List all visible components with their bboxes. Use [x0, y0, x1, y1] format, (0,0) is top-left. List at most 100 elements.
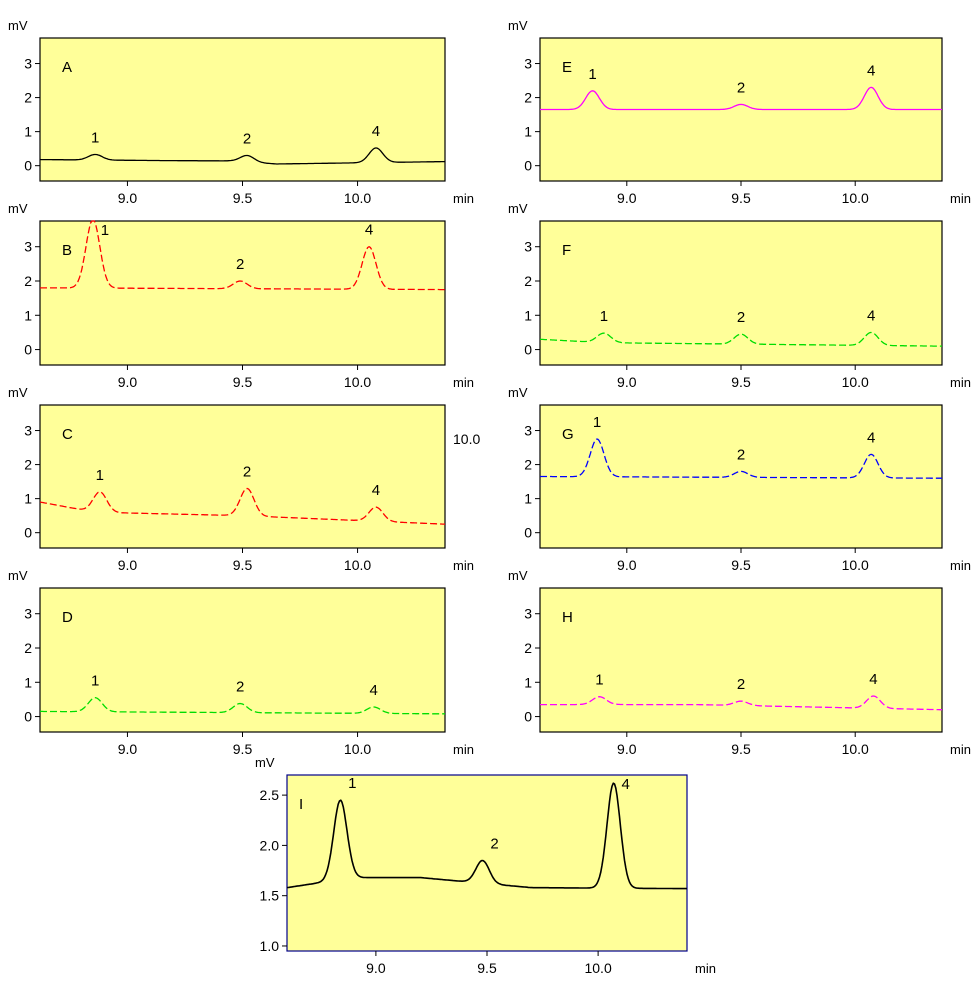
panel-b-ytick-label: 0 — [24, 342, 32, 358]
panel-f-peak-label: 4 — [867, 307, 875, 324]
panel-c-ylabel: mV — [8, 385, 28, 400]
panel-h-peak-label: 4 — [869, 671, 877, 688]
panel-g-ytick-label: 0 — [524, 525, 532, 541]
panel-e-letter: E — [562, 59, 572, 76]
panel-h-xtick-label: 9.0 — [617, 741, 637, 757]
panel-i-xtick-label: 9.5 — [477, 960, 497, 976]
panel-b-xtick-label: 9.5 — [233, 374, 253, 390]
panel-e-trace — [540, 86, 942, 111]
panel-f-ytick-label: 3 — [524, 239, 532, 255]
panel-c-xlabel: min — [453, 558, 474, 573]
panel-a-ytick-label: 3 — [24, 56, 32, 72]
panel-g-ytick-label: 2 — [524, 457, 532, 473]
panel-b-ytick-label: 1 — [24, 307, 32, 323]
panel-d-ytick-label: 1 — [24, 674, 32, 690]
panel-e-xtick-label: 9.5 — [731, 190, 751, 206]
panel-c-ytick-label: 2 — [24, 457, 32, 473]
panel-d-xtick-label: 9.5 — [233, 741, 253, 757]
panel-e-peak-label: 1 — [588, 66, 596, 83]
panel-f-xlabel: min — [950, 375, 971, 390]
panel-a-peak-label: 1 — [91, 129, 99, 146]
panel-i-peak-label: 4 — [621, 776, 629, 793]
panel-h-ytick-label: 0 — [524, 709, 532, 725]
panel-d-peak-label: 1 — [91, 673, 99, 690]
panel-f-peak-label: 1 — [600, 308, 608, 325]
panel-b-plot-area — [39, 220, 446, 366]
panel-c-xtick-label: 10.0 — [344, 557, 371, 573]
panel-d-ylabel: mV — [8, 568, 28, 583]
panel-f-peak-label: 2 — [737, 309, 745, 326]
panel-h-ytick-label: 2 — [524, 640, 532, 656]
panel-e-xtick-label: 9.0 — [617, 190, 637, 206]
panel-f-xtick-label: 10.0 — [842, 374, 869, 390]
panel-i-trace — [286, 782, 687, 890]
panel-c-plot-area — [39, 404, 446, 549]
panel-a-ytick-label: 2 — [24, 90, 32, 106]
panel-g-peak-label: 4 — [867, 429, 875, 446]
panel-c-ytick-label: 0 — [24, 525, 32, 541]
panel-e-plot-area — [539, 37, 943, 182]
panel-b-ytick-label: 2 — [24, 273, 32, 289]
panel-e-ytick-label: 2 — [524, 90, 532, 106]
panel-h-ytick-label: 3 — [524, 606, 532, 622]
panel-f-xtick-label: 9.0 — [617, 374, 637, 390]
panel-f-xtick-label: 9.5 — [731, 374, 751, 390]
panel-d-letter: D — [62, 609, 73, 626]
panel-a-xtick-label: 10.0 — [344, 190, 371, 206]
panel-i-xlabel: min — [695, 961, 716, 976]
panel-a-letter: A — [62, 59, 72, 76]
panel-a-ylabel: mV — [8, 18, 28, 33]
panel-c-trace — [39, 487, 446, 525]
panel-i-xtick-label: 10.0 — [584, 960, 611, 976]
panel-f-plot-area — [539, 220, 943, 366]
panel-d-xtick-label: 9.0 — [118, 741, 138, 757]
panel-c-peak-label: 4 — [372, 482, 380, 499]
panel-d-ytick-label: 3 — [24, 606, 32, 622]
panel-g-ylabel: mV — [508, 385, 528, 400]
panel-h-plot-area — [539, 587, 943, 733]
panel-f-ytick-label: 2 — [524, 273, 532, 289]
panel-e-xlabel: min — [950, 191, 971, 206]
panel-c-ytick-label: 1 — [24, 491, 32, 507]
panel-g-letter: G — [562, 426, 574, 443]
panel-g-ytick-label: 1 — [524, 491, 532, 507]
panel-b-ytick-label: 3 — [24, 239, 32, 255]
panel-h-peak-label: 1 — [595, 672, 603, 689]
panel-b-ylabel: mV — [8, 201, 28, 216]
panel-c-xtick-label: 9.0 — [118, 557, 138, 573]
panel-h-ylabel: mV — [508, 568, 528, 583]
panel-i-peak-label: 2 — [490, 835, 498, 852]
panel-i-ytick-label: 2.5 — [260, 787, 280, 803]
panel-g-peak-label: 2 — [737, 446, 745, 463]
panel-e-peak-label: 4 — [867, 62, 875, 79]
panel-b-peak-label: 1 — [101, 222, 109, 239]
panel-b-xtick-label: 10.0 — [344, 374, 371, 390]
panel-g-plot-area — [539, 404, 943, 549]
panel-i-ytick-label: 1.0 — [260, 938, 280, 954]
panel-c-peak-label: 2 — [243, 463, 251, 480]
panel-d-xlabel: min — [453, 742, 474, 757]
panel-c-peak-label: 1 — [96, 467, 104, 484]
panel-a-trace — [39, 147, 445, 165]
panel-g-xtick-label: 9.5 — [731, 557, 751, 573]
panel-a-peak-label: 2 — [243, 130, 251, 147]
panel-f-letter: F — [562, 242, 571, 259]
panel-c-ytick-label: 3 — [24, 423, 32, 439]
panel-h-xtick-label: 10.0 — [842, 741, 869, 757]
panel-e-xtick-label: 10.0 — [842, 190, 869, 206]
panel-b-peak-label: 4 — [365, 222, 373, 239]
panel-h-xlabel: min — [950, 742, 971, 757]
panel-g-ytick-label: 3 — [524, 423, 532, 439]
panel-d-xtick-label: 10.0 — [344, 741, 371, 757]
panel-h-letter: H — [562, 609, 573, 626]
panel-e-ytick-label: 3 — [524, 56, 532, 72]
panel-i-plot-area — [286, 774, 688, 952]
panel-g-xlabel: min — [950, 558, 971, 573]
panel-d-peak-label: 4 — [369, 682, 377, 699]
panel-f-ytick-label: 0 — [524, 342, 532, 358]
panel-d-ytick-label: 2 — [24, 640, 32, 656]
panel-d-ytick-label: 0 — [24, 709, 32, 725]
panel-i-peak-label: 1 — [348, 775, 356, 792]
